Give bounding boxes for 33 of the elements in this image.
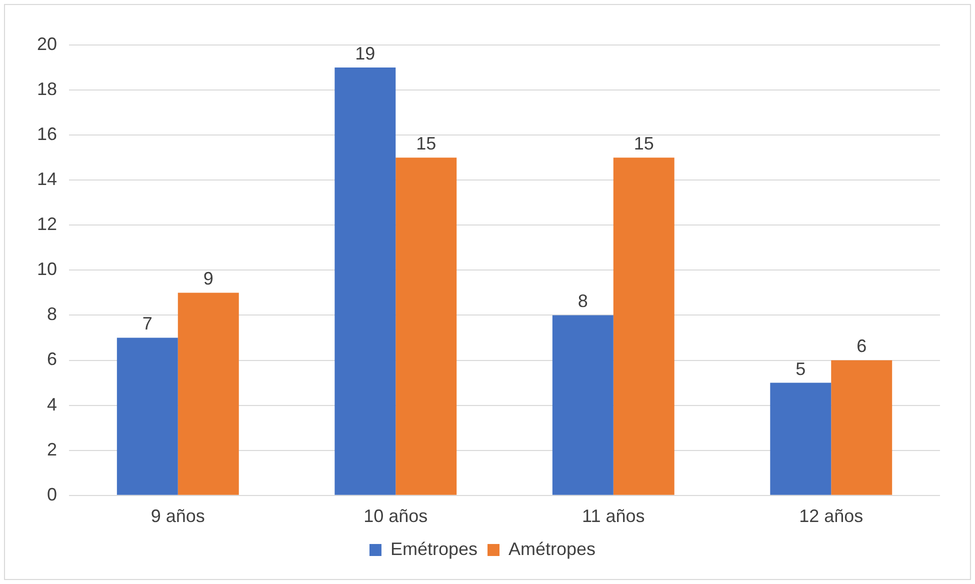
- legend-label: Emétropes: [390, 538, 478, 559]
- data-label: 7: [142, 314, 152, 334]
- bar: [831, 360, 892, 495]
- data-label: 8: [578, 291, 588, 312]
- x-tick-label: 9 años: [150, 506, 205, 526]
- y-tick-label: 10: [36, 259, 58, 280]
- bar: [396, 158, 457, 495]
- y-tick-label: 6: [47, 349, 58, 370]
- bar: [552, 315, 614, 495]
- bar: [116, 338, 178, 495]
- x-tick-label: 11 años: [582, 506, 645, 526]
- x-tick-label: 12 años: [799, 506, 864, 526]
- data-label: 5: [796, 358, 806, 379]
- x-tick-label: 10 años: [364, 506, 428, 526]
- y-tick-label: 18: [36, 79, 58, 100]
- y-tick-label: 8: [47, 304, 58, 324]
- data-label: 15: [634, 134, 654, 154]
- bar: [334, 68, 396, 495]
- bar: [178, 292, 239, 495]
- y-tick-label: 12: [36, 214, 58, 234]
- y-tick-label: 0: [47, 484, 58, 504]
- data-label: 9: [203, 268, 214, 289]
- y-tick-label: 14: [36, 169, 58, 190]
- data-label: 19: [355, 43, 376, 64]
- legend-label: Amétropes: [508, 538, 596, 559]
- y-tick-label: 20: [36, 34, 58, 54]
- bar: [770, 382, 832, 495]
- y-tick-label: 16: [36, 124, 58, 144]
- y-tick-label: 2: [47, 439, 58, 460]
- y-tick-label: 4: [47, 394, 58, 414]
- data-label: 6: [856, 336, 867, 356]
- data-label: 15: [416, 134, 436, 154]
- bar: [613, 158, 674, 495]
